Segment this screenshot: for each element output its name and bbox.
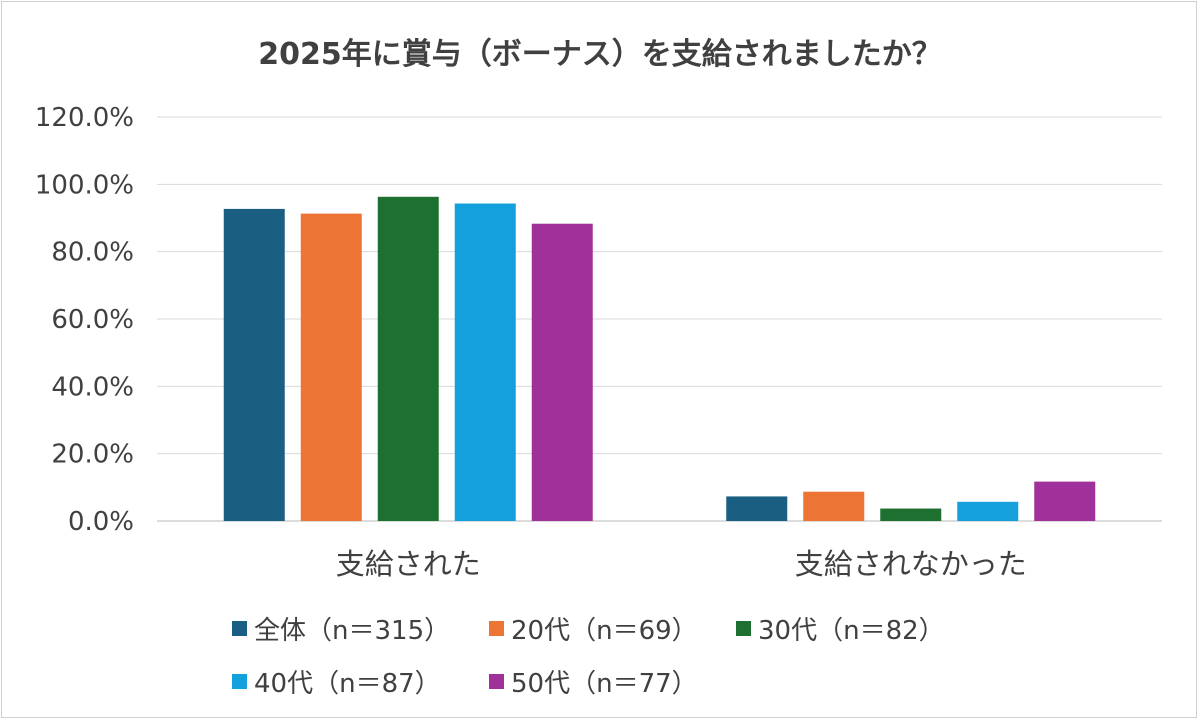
bar: [803, 491, 865, 521]
y-tick-label: 40.0%: [51, 372, 134, 402]
y-tick-label: 60.0%: [51, 305, 134, 335]
bar: [223, 208, 285, 521]
legend-item: 全体（n＝315）: [232, 616, 450, 646]
bar: [377, 196, 439, 522]
legend-swatch: [232, 621, 247, 636]
legend-label: 20代（n＝69）: [511, 616, 698, 646]
y-axis-ticks: 0.0% 20.0% 40.0% 60.0% 80.0% 100.0% 120.0%: [35, 103, 134, 537]
legend-label: 50代（n＝77）: [511, 669, 698, 699]
legend-swatch: [736, 621, 751, 636]
legend-label: 全体（n＝315）: [254, 616, 450, 646]
bar: [957, 501, 1019, 521]
legend-swatch: [489, 621, 504, 636]
legend-item: 30代（n＝82）: [736, 616, 945, 646]
x-axis-categories: 支給された 支給されなかった: [336, 547, 1027, 581]
y-tick-label: 0.0%: [68, 507, 134, 537]
legend-item: 40代（n＝87）: [232, 669, 441, 699]
legend: 全体（n＝315） 20代（n＝69） 30代（n＝82） 40代（n＝87） 50代（…: [232, 616, 945, 699]
legend-label: 30代（n＝82）: [758, 616, 945, 646]
legend-swatch: [489, 674, 504, 689]
bar: [880, 508, 942, 521]
x-category-label: 支給された: [336, 547, 481, 581]
y-tick-label: 100.0%: [35, 170, 134, 200]
bar: [300, 213, 362, 521]
bar: [1034, 481, 1096, 521]
y-tick-label: 80.0%: [51, 238, 134, 268]
y-tick-label: 20.0%: [51, 440, 134, 470]
legend-item: 50代（n＝77）: [489, 669, 698, 699]
bar: [454, 203, 516, 522]
y-tick-label: 120.0%: [35, 103, 134, 133]
legend-label: 40代（n＝87）: [254, 669, 441, 699]
legend-item: 20代（n＝69）: [489, 616, 698, 646]
bars: [223, 196, 1096, 522]
legend-swatch: [232, 674, 247, 689]
bar: [726, 496, 788, 521]
bar: [531, 223, 593, 521]
chart-title: 2025年に賞与（ボーナス）を支給されましたか？: [258, 37, 942, 72]
x-category-label: 支給されなかった: [795, 547, 1027, 581]
